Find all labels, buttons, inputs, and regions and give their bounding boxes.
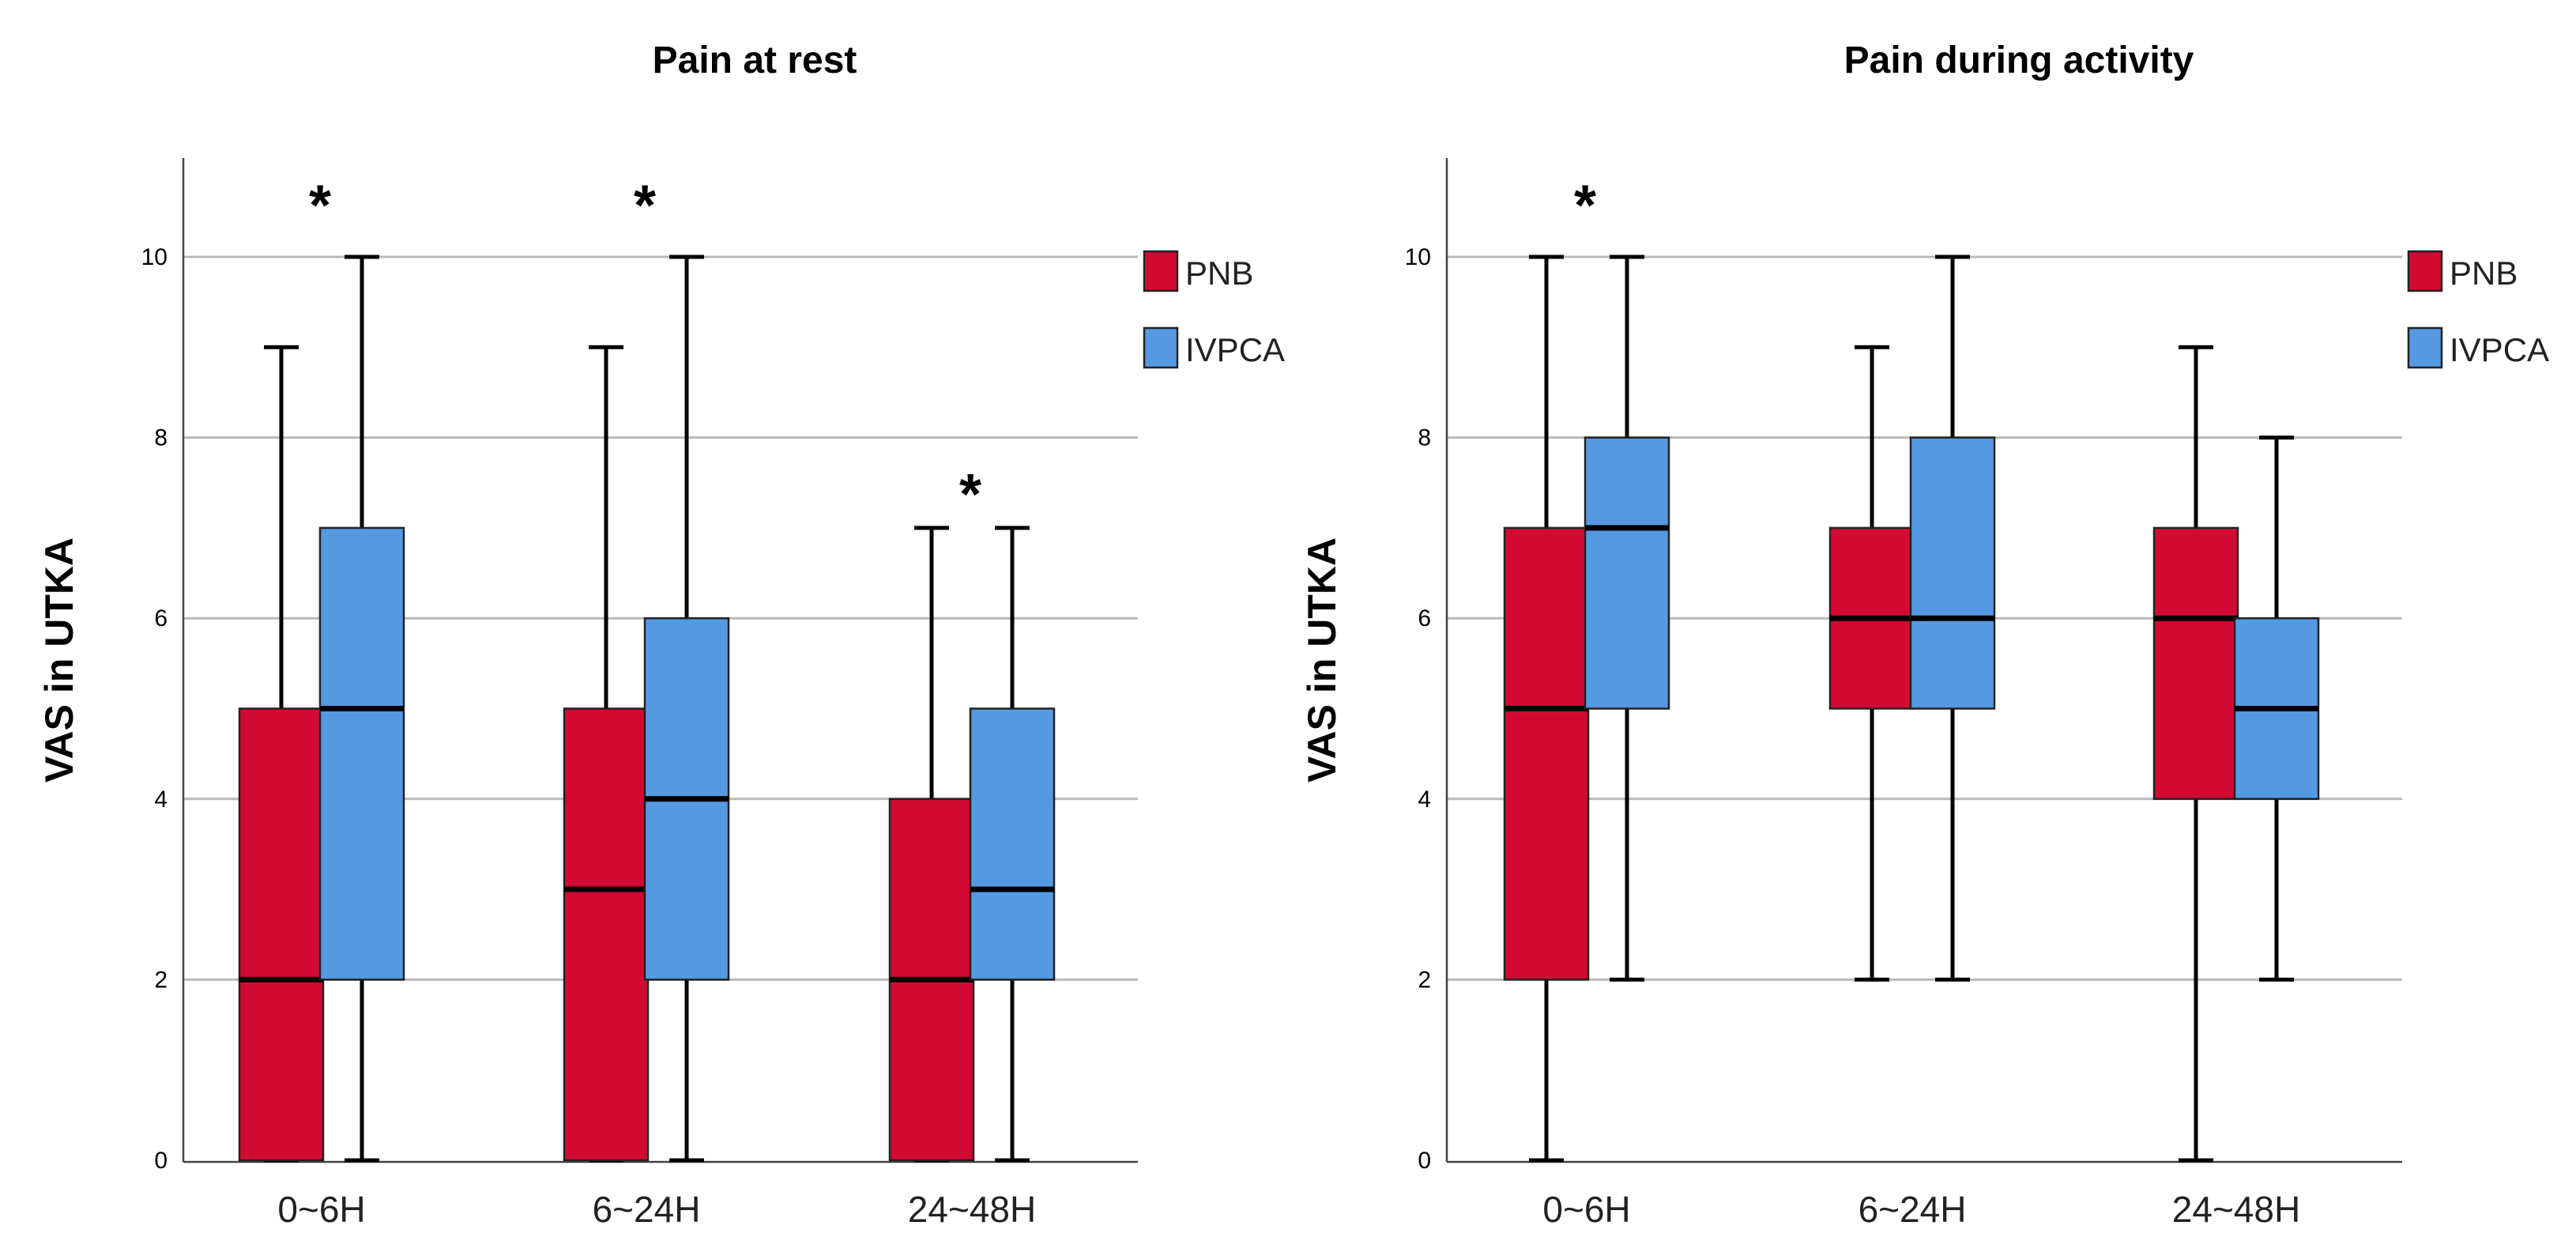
y-tick-label: 6 [154, 605, 168, 632]
y-tick-label: 0 [1418, 1148, 1431, 1174]
legend-label: IVPCA [2450, 331, 2549, 368]
box-ivpca-2 [1909, 255, 1996, 982]
y-tick-label: 4 [1418, 786, 1431, 813]
box-iqr [2152, 526, 2239, 801]
chart-title: Pain during activity [1844, 40, 2194, 81]
x-tick-label: 24~48H [2172, 1189, 2300, 1230]
box-ivpca-3 [2233, 436, 2320, 982]
box-iqr [318, 526, 405, 981]
legend-swatch-ivpca [2407, 326, 2443, 369]
legend-label: PNB [2450, 255, 2518, 292]
box-iqr [1584, 436, 1670, 710]
chart-panel-2: 0 2 4 6 8 10 Pain during activity VAS in UTKA 0~… [1300, 40, 2549, 1230]
box-pnb-2 [563, 345, 650, 1163]
box-iqr [1503, 526, 1590, 981]
y-axis-label: VAS in UTKA [37, 537, 81, 782]
box-ivpca-3 [969, 526, 1056, 1163]
y-tick-label: 10 [141, 244, 168, 270]
box-pnb-3 [888, 526, 975, 1163]
box-pnb-3 [2152, 345, 2239, 1163]
significance-star: * [634, 174, 656, 237]
legend-label: IVPCA [1185, 331, 1285, 368]
chart-title: Pain at rest [653, 40, 857, 81]
box-iqr [563, 707, 650, 1162]
y-tick-label: 6 [1418, 605, 1431, 632]
box-pnb-1 [1503, 255, 1590, 1163]
box-ivpca-1 [318, 255, 405, 1163]
x-tick-label: 6~24H [593, 1189, 701, 1230]
box-iqr [238, 707, 325, 1162]
y-tick-label: 2 [1418, 967, 1431, 993]
box-pnb-1 [238, 345, 325, 1163]
box-ivpca-2 [643, 255, 730, 1163]
legend-swatch-pnb [1143, 250, 1179, 292]
box-iqr [1909, 436, 1996, 710]
box-ivpca-1 [1584, 255, 1670, 982]
y-tick-label: 4 [154, 786, 168, 813]
x-tick-label: 24~48H [908, 1189, 1036, 1230]
y-tick-label: 8 [1418, 425, 1431, 451]
y-tick-label: 8 [154, 425, 168, 451]
significance-star: * [309, 174, 331, 237]
legend-label: PNB [1185, 255, 1253, 292]
y-tick-label: 2 [154, 967, 168, 993]
significance-star: * [959, 463, 981, 526]
chart-panel-1: 0 2 4 6 8 10 Pain at rest VAS in UTKA 0~6H 6~24H 2… [37, 40, 1285, 1230]
x-tick-label: 0~6H [1542, 1189, 1630, 1230]
x-tick-label: 6~24H [1859, 1189, 1967, 1230]
legend-swatch-ivpca [1143, 326, 1179, 369]
box-pnb-2 [1828, 345, 1915, 982]
significance-star: * [1574, 174, 1596, 237]
legend-swatch-pnb [2407, 250, 2443, 292]
y-tick-label: 0 [154, 1148, 168, 1174]
y-tick-label: 10 [1405, 244, 1431, 270]
y-axis-label: VAS in UTKA [1300, 537, 1344, 782]
x-tick-label: 0~6H [277, 1189, 365, 1230]
box-iqr [969, 707, 1056, 981]
